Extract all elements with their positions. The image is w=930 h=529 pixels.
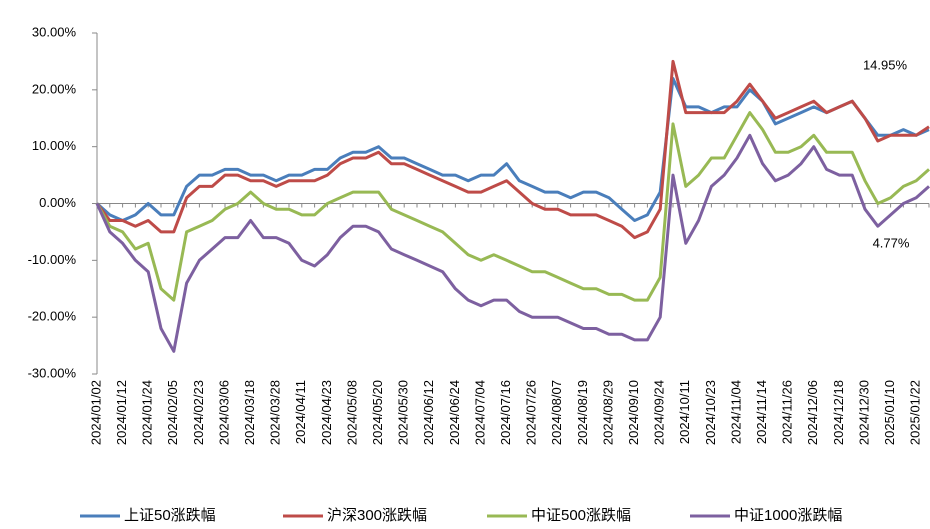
x-tick-label: 2024/12/30 (856, 380, 871, 445)
y-tick-label: 0.00% (39, 195, 76, 210)
y-tick-label: 20.00% (32, 81, 77, 96)
x-tick-label: 2024/05/30 (396, 380, 411, 445)
legend-label: 中证500涨跌幅 (531, 507, 631, 524)
legend-label: 上证50涨跌幅 (124, 507, 216, 524)
x-tick-label: 2024/03/06 (216, 380, 231, 445)
x-tick-label: 2024/10/23 (703, 380, 718, 445)
x-tick-label: 2024/09/10 (626, 380, 641, 445)
x-tick-label: 2024/06/24 (447, 380, 462, 445)
y-tick-label: 30.00% (32, 24, 77, 39)
x-tick-label: 2024/06/12 (421, 380, 436, 445)
legend-label: 沪深300涨跌幅 (327, 507, 427, 524)
series-line (95, 111, 930, 302)
x-tick-label: 2024/08/07 (549, 380, 564, 445)
x-tick-label: 2024/10/11 (677, 380, 692, 444)
y-tick-label: -30.00% (28, 365, 77, 380)
x-tick-label: 2024/11/14 (754, 380, 769, 444)
x-tick-label: 2025/01/22 (908, 380, 923, 445)
x-tick-label: 2024/02/23 (191, 380, 206, 445)
x-tick-label: 2024/09/24 (652, 380, 667, 445)
x-tick-label: 2024/03/18 (242, 380, 257, 445)
legend-label: 中证1000涨跌幅 (734, 507, 842, 524)
x-tick-label: 2024/07/26 (524, 380, 539, 445)
x-tick-label: 2024/03/28 (268, 380, 283, 445)
x-tick-label: 2024/07/16 (498, 380, 513, 445)
y-tick-label: 10.00% (32, 138, 77, 153)
x-tick-label: 2024/11/04 (728, 380, 743, 444)
x-tick-label: 2024/01/12 (114, 380, 129, 445)
y-tick-label: -10.00% (28, 252, 77, 267)
x-tick-label: 2025/01/10 (882, 380, 897, 445)
annotation: 4.77% (873, 235, 910, 250)
x-tick-label: 2024/12/06 (805, 380, 820, 445)
x-tick-label: 2024/01/02 (88, 380, 103, 445)
x-tick-label: 2024/05/08 (344, 380, 359, 445)
x-tick-label: 2024/07/04 (472, 380, 487, 445)
x-tick-label: 2024/08/19 (575, 380, 590, 445)
x-tick-label: 2024/05/20 (370, 380, 385, 445)
x-tick-label: 2024/02/05 (165, 380, 180, 445)
series-line (95, 59, 930, 240)
x-tick-label: 2024/04/23 (319, 380, 334, 445)
series-line (95, 133, 930, 353)
x-tick-label: 2024/12/18 (831, 380, 846, 445)
y-tick-label: -20.00% (28, 309, 77, 324)
series-line (96, 77, 930, 222)
x-tick-label: 2024/04/11 (293, 380, 308, 444)
annotation: 14.95% (863, 57, 908, 72)
x-tick-label: 2024/08/29 (600, 380, 615, 445)
x-tick-label: 2024/11/26 (780, 380, 795, 444)
x-tick-label: 2024/01/24 (140, 380, 155, 445)
